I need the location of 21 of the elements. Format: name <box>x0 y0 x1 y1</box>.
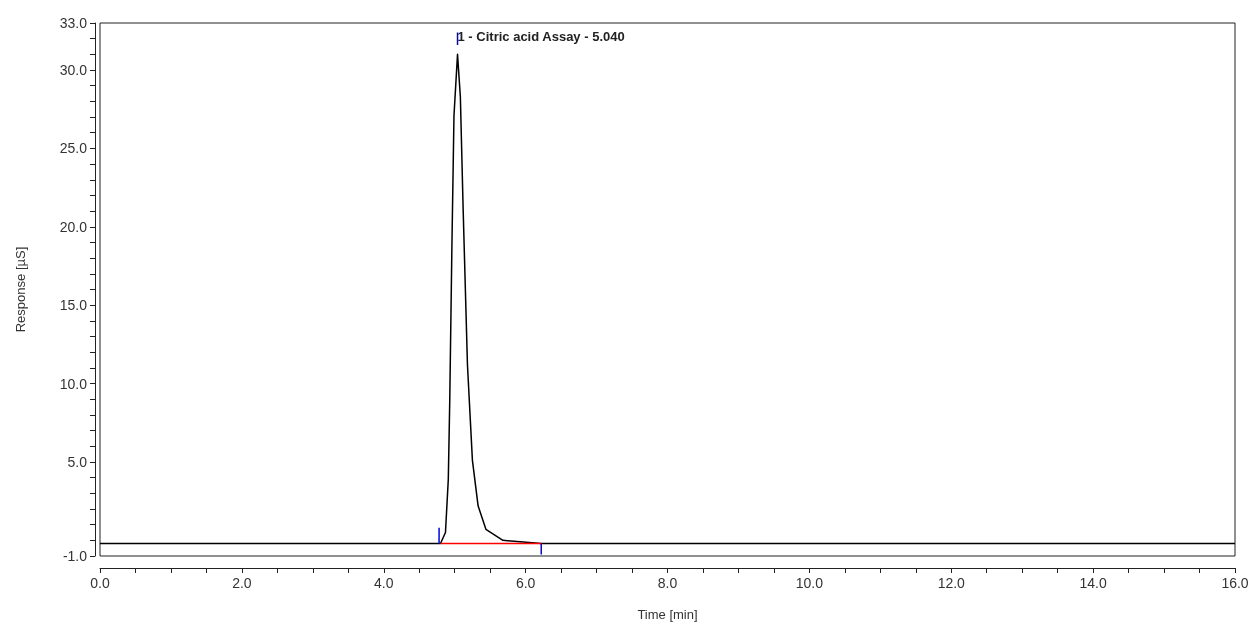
y-tick-label: 30.0 <box>59 62 88 79</box>
y-tick-label: 33.0 <box>59 15 88 31</box>
y-tick-label: 10.0 <box>59 375 88 392</box>
y-tick-label: -1.0 <box>62 548 88 564</box>
x-tick-label: 14.0 <box>1079 575 1107 591</box>
y-tick-label: 15.0 <box>59 297 88 314</box>
y-tick-label: 5.0 <box>67 453 88 470</box>
annotation: 1 - Citric acid Assay - 5.040 <box>457 29 625 45</box>
line-series <box>99 53 1236 545</box>
x-tick-label: 16.0 <box>1221 575 1249 591</box>
x-tick-label: 4.0 <box>374 575 394 591</box>
x-tick-label: 12.0 <box>937 575 966 591</box>
x-axis-title: Time [min] <box>637 607 698 622</box>
y-tick-label: 25.0 <box>59 140 88 157</box>
x-tick-label: 8.0 <box>657 575 678 591</box>
x-tick-label: 0.0 <box>90 575 110 591</box>
y-tick-label: 20.0 <box>59 218 88 235</box>
x-tick-label: 2.0 <box>232 575 252 591</box>
x-tick-label: 10.0 <box>795 575 824 591</box>
y-axis-title: Response [µS] <box>13 246 28 333</box>
x-tick-label: 6.0 <box>515 575 536 591</box>
